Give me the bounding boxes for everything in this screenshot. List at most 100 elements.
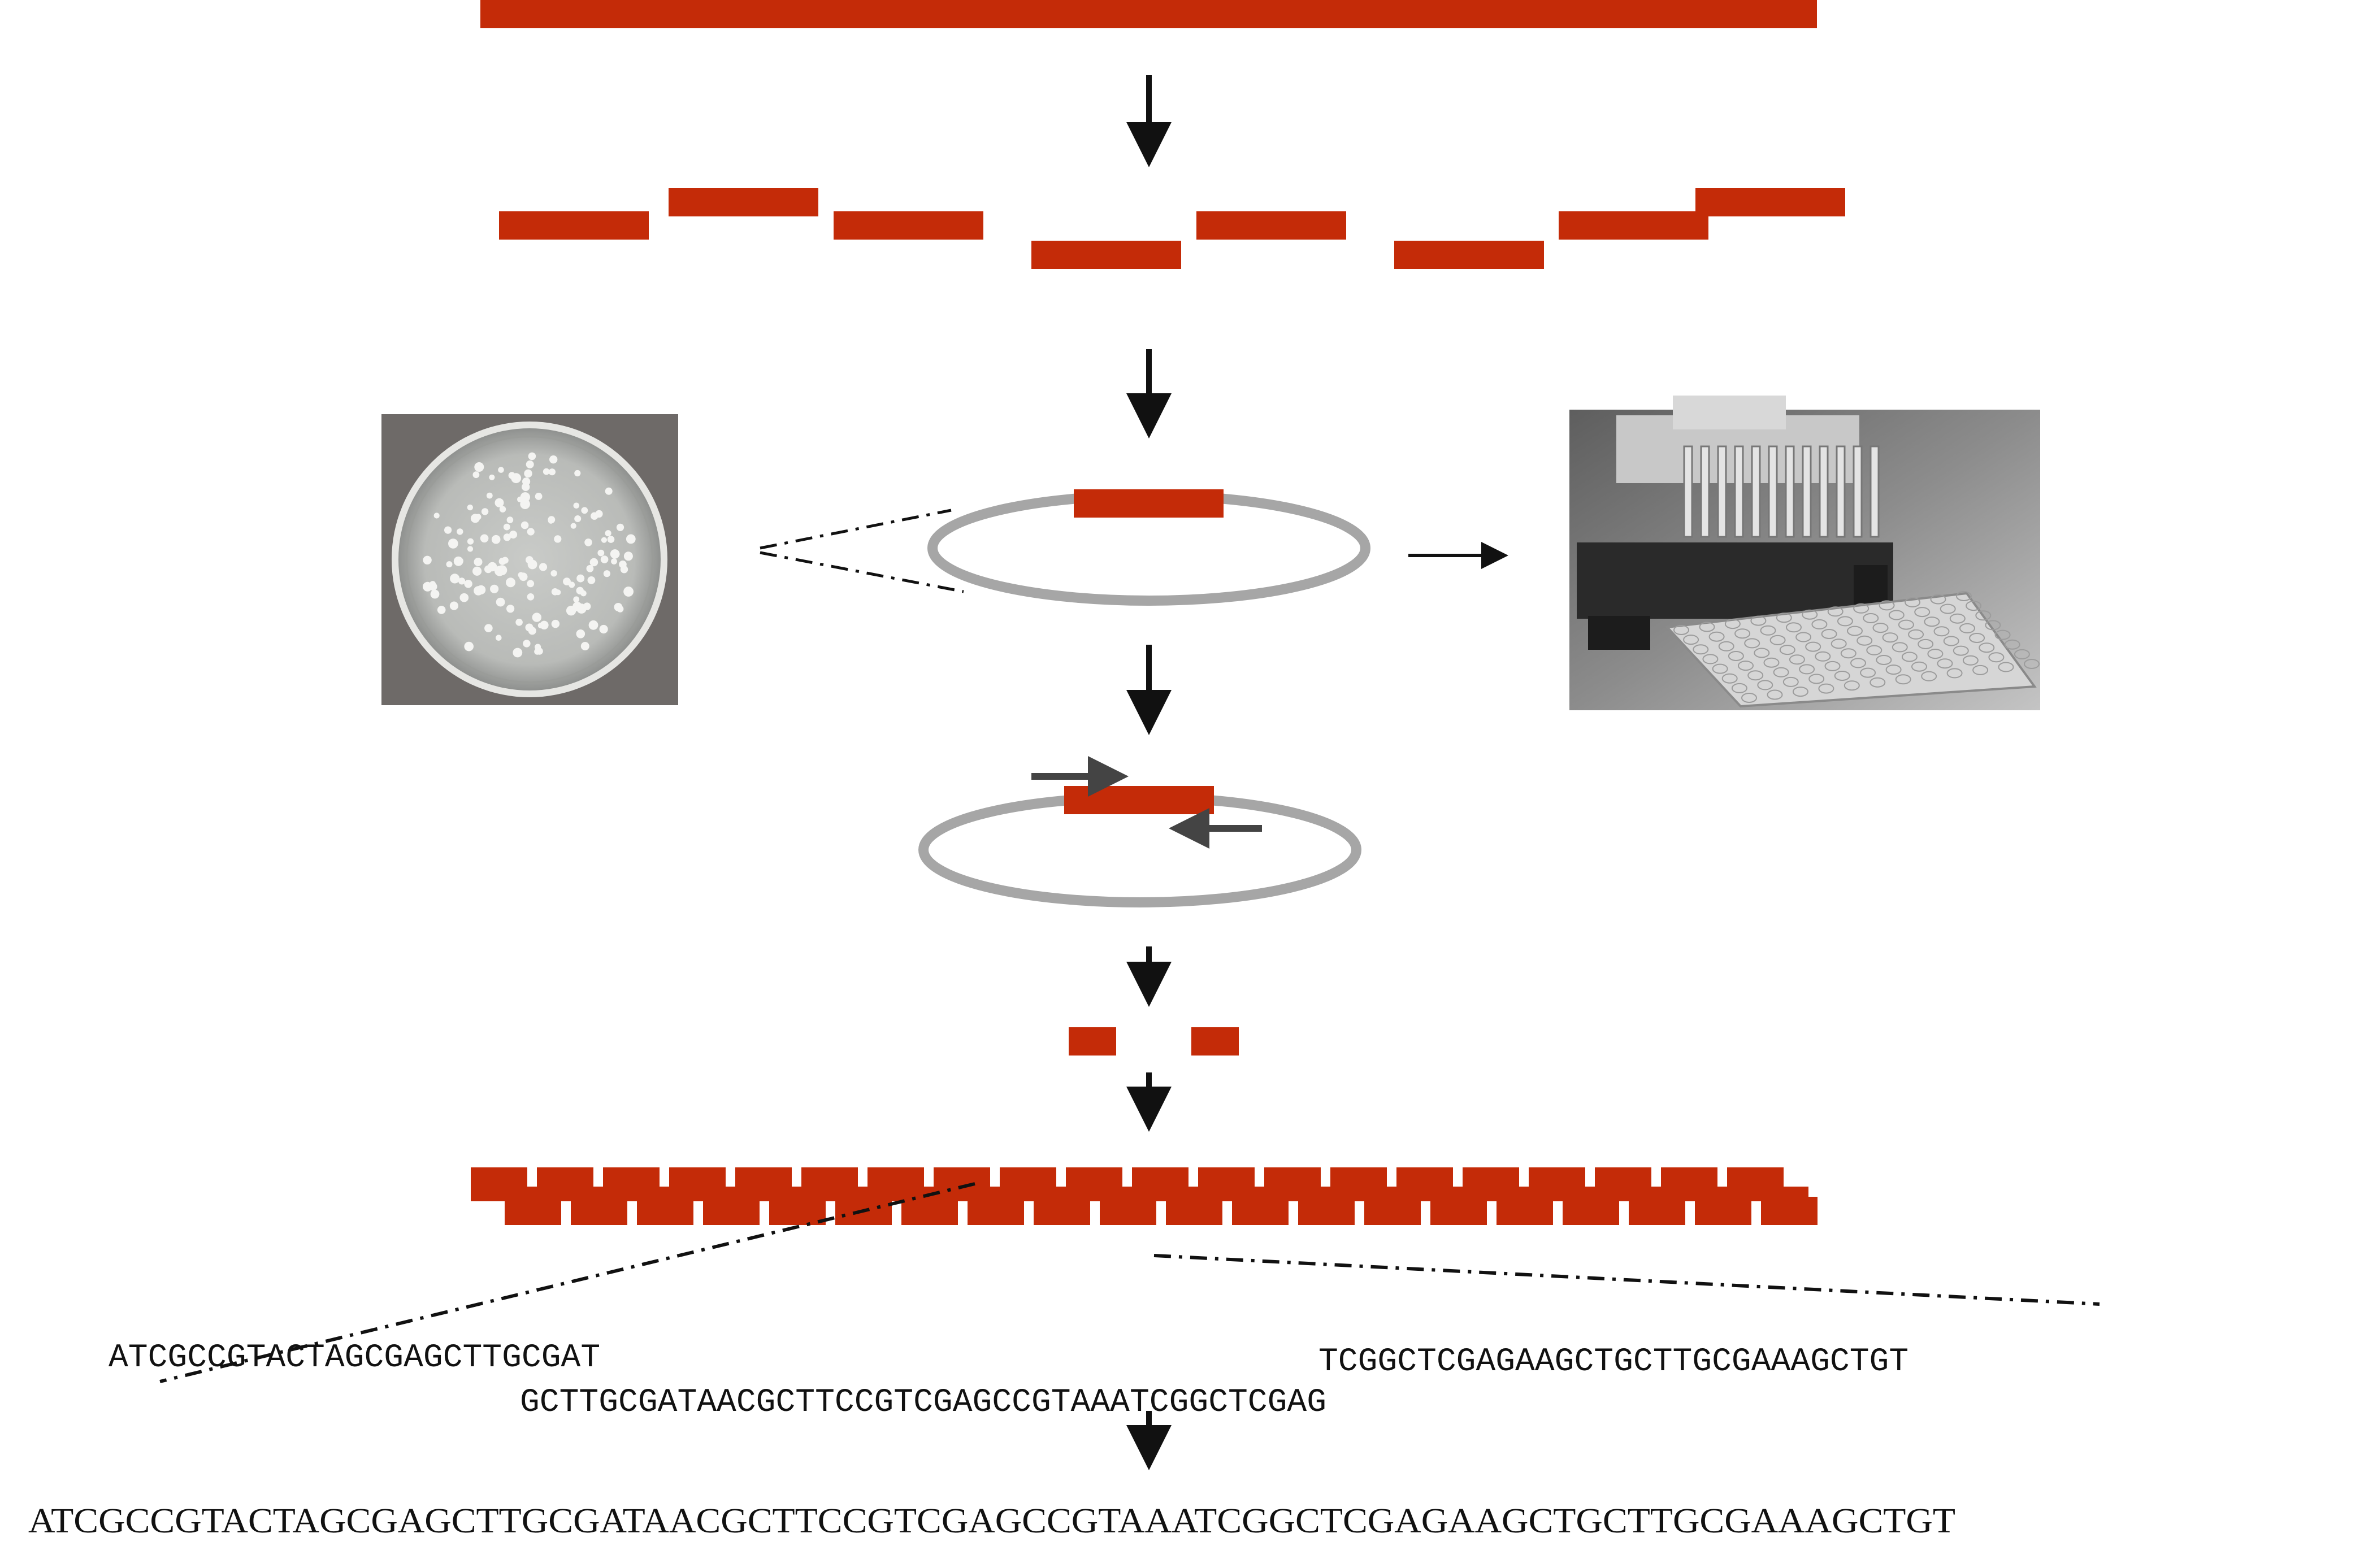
well	[1805, 641, 1821, 652]
read-gap	[1784, 1167, 1793, 1187]
colony	[551, 588, 559, 596]
pipetting-robot-image	[1569, 396, 2040, 710]
well	[1850, 658, 1866, 668]
colony	[525, 623, 533, 632]
fragment	[1394, 241, 1544, 269]
colony	[464, 580, 472, 588]
read-gap	[826, 1206, 835, 1225]
colony	[517, 496, 523, 503]
read-block-bottom	[1563, 1197, 1619, 1225]
well	[1927, 649, 1944, 659]
colony	[581, 507, 588, 514]
well	[1847, 626, 1863, 636]
well	[1734, 628, 1751, 639]
well	[1721, 673, 1738, 684]
read-gap	[1619, 1206, 1629, 1225]
colony	[623, 551, 633, 561]
pipette-tip	[1785, 445, 1795, 538]
pipette-tip	[1700, 445, 1710, 538]
colony	[527, 528, 535, 536]
read-gap	[561, 1206, 571, 1225]
colony	[600, 555, 609, 563]
well	[1683, 635, 1699, 645]
fragment	[499, 211, 649, 240]
colony	[548, 468, 556, 476]
colony	[586, 564, 594, 572]
colony	[467, 546, 474, 552]
colony	[497, 565, 507, 575]
colony	[583, 602, 591, 610]
genome-dna-bar	[480, 0, 1817, 28]
well	[1908, 629, 1924, 640]
colony	[597, 549, 605, 557]
colony	[566, 606, 576, 616]
colony	[539, 563, 548, 571]
read-gap	[1255, 1167, 1264, 1187]
assembled-sequence: ATCGCCGTACTAGCGAGCTTGCGATAACGCTTCCGTCGAG…	[28, 1502, 1955, 1540]
colony	[449, 601, 459, 610]
plasmid-insert	[1074, 489, 1224, 518]
colony	[486, 492, 493, 499]
well	[1821, 629, 1837, 639]
colony	[467, 504, 473, 511]
well	[1779, 645, 1795, 655]
colony	[527, 580, 535, 588]
colony	[437, 606, 446, 614]
colony	[554, 535, 562, 543]
pipette-tip	[1802, 445, 1812, 538]
colony	[626, 534, 636, 544]
well	[1837, 616, 1853, 627]
read-gap	[892, 1206, 901, 1225]
well	[1966, 601, 1982, 611]
colony	[569, 581, 575, 588]
colony	[616, 523, 624, 531]
read-block-bottom	[769, 1197, 826, 1225]
end-read-left	[1069, 1027, 1116, 1056]
colony	[607, 536, 615, 543]
colony	[549, 455, 558, 464]
well	[1872, 623, 1889, 633]
read-block-bottom	[1034, 1197, 1090, 1225]
colony	[474, 586, 483, 596]
well	[1975, 610, 1992, 621]
read-block-bottom	[1298, 1197, 1355, 1225]
well	[1979, 642, 1995, 653]
read-gap	[527, 1167, 537, 1187]
pipette-tip	[1819, 445, 1829, 538]
plasmid-with-insert	[927, 489, 1370, 606]
read-block-bottom	[1761, 1197, 1818, 1225]
read-block-bottom	[901, 1197, 958, 1225]
well	[1840, 648, 1857, 659]
colony	[467, 538, 474, 545]
well	[1763, 657, 1780, 668]
well	[1857, 635, 1873, 646]
well	[1937, 658, 1953, 669]
colony	[513, 648, 523, 658]
well	[1757, 680, 1773, 690]
well	[1933, 626, 1950, 637]
well	[1760, 625, 1776, 636]
colony	[506, 605, 515, 613]
colony	[573, 596, 580, 603]
colony	[481, 508, 489, 515]
well	[1895, 674, 1911, 685]
colony	[430, 589, 440, 599]
read-gap	[858, 1167, 867, 1187]
pipette-tip	[1768, 445, 1778, 538]
colony	[589, 558, 598, 567]
read-gap	[1651, 1167, 1661, 1187]
well	[1921, 671, 1937, 681]
colony	[537, 622, 544, 629]
well	[1998, 662, 2014, 672]
colony	[472, 566, 482, 576]
colony	[503, 533, 511, 541]
well	[1930, 594, 1946, 605]
colony	[528, 452, 536, 461]
colony	[576, 629, 585, 639]
well	[1949, 613, 1966, 624]
well	[1924, 616, 1940, 627]
well	[1831, 639, 1847, 649]
read-gap	[958, 1206, 968, 1225]
colony	[430, 581, 436, 587]
